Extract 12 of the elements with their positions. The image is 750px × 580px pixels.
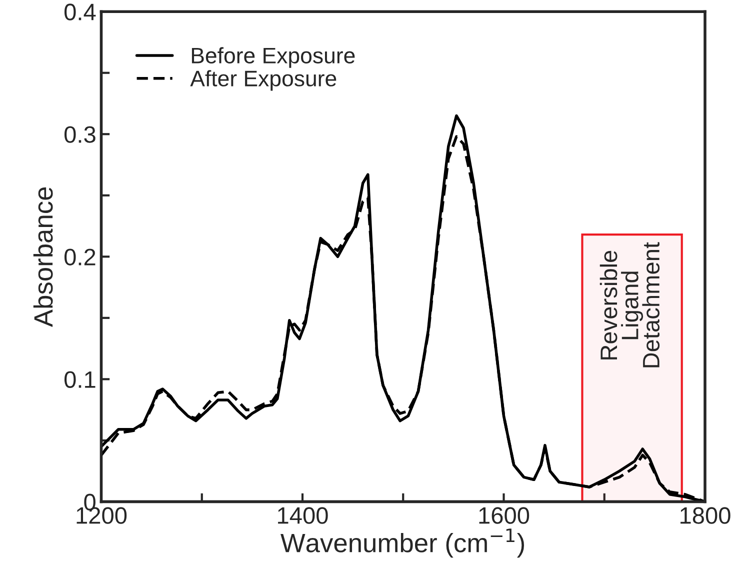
x-tick-label: 1400 [278,507,328,524]
x-tick-label: 1600 [479,507,530,524]
legend-label: Before Exposure [192,47,355,68]
legend-label: After Exposure [190,70,336,91]
y-axis-title: Absorbance [33,187,53,328]
band-label: Reversible Ligand Detachment [600,242,660,368]
y-tick-label: 0.4 [64,4,96,20]
y-tick-label: 0.1 [64,371,96,388]
x-tick-label: 1800 [680,507,730,524]
x-axis-title: Wavenumber (cm$^{−1}$) [280,528,524,558]
y-tick-label: 0.2 [64,248,96,266]
y-tick-label: 0.3 [64,126,96,143]
